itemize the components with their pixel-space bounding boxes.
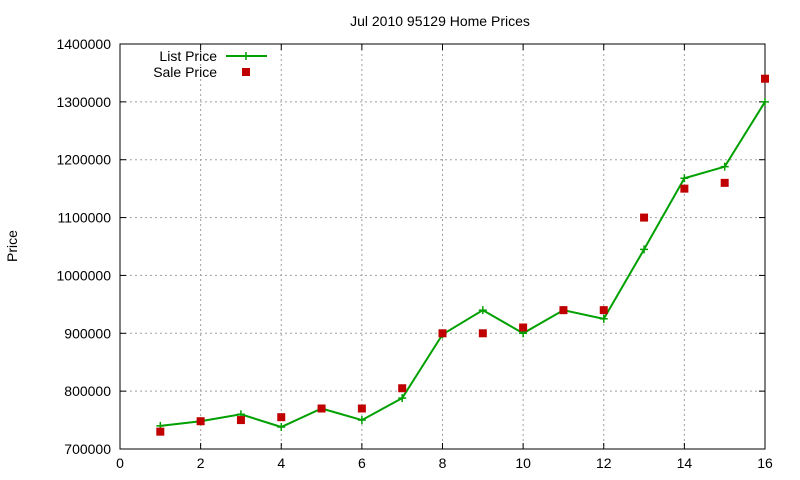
sale-price-point — [357, 404, 366, 413]
plot-series — [156, 74, 769, 436]
list-price-point — [599, 314, 608, 323]
sale-price-point — [398, 384, 407, 393]
x-tick-label: 8 — [439, 455, 447, 471]
y-tick-label: 1100000 — [58, 210, 112, 226]
sale-price-point — [720, 178, 729, 187]
x-tick-label: 12 — [596, 455, 612, 471]
sale-price-point — [196, 417, 205, 426]
list-price-line — [160, 101, 766, 429]
sale-price-point — [519, 323, 528, 332]
axes: 0 2 4 6 8 10 12 14 16 700000 800000 900000 1000000 11… — [56, 36, 773, 471]
list-price-point — [398, 394, 407, 403]
sale-price-point — [599, 306, 608, 315]
x-tick-label: 10 — [515, 455, 531, 471]
list-price-point — [720, 162, 729, 171]
sale-price-point — [640, 213, 649, 222]
list-price-point — [478, 306, 487, 315]
list-price-point — [277, 423, 286, 432]
sale-price-point — [156, 427, 165, 436]
x-tick-label: 16 — [757, 455, 773, 471]
list-price-point — [640, 245, 649, 254]
legend-square-swatch — [242, 68, 250, 76]
sale-price-point — [761, 74, 769, 83]
sale-price-point — [317, 404, 326, 413]
x-tick-label: 14 — [677, 455, 693, 471]
y-tick-label: 1400000 — [56, 36, 111, 52]
list-price-point — [680, 174, 689, 183]
x-tick-label: 0 — [116, 455, 124, 471]
legend-label: List Price — [159, 48, 217, 64]
y-tick-label: 1200000 — [56, 152, 111, 168]
sale-price-point — [559, 306, 568, 315]
x-tick-label: 4 — [277, 455, 285, 471]
y-tick-label: 800000 — [64, 383, 111, 399]
x-tick-label: 2 — [197, 455, 205, 471]
y-axis-label: Price — [4, 230, 20, 262]
grid-lines — [120, 44, 765, 449]
y-tick-label: 1300000 — [56, 94, 111, 110]
sale-price-point — [236, 416, 245, 425]
sale-price-point — [277, 413, 286, 422]
chart-title: Jul 2010 95129 Home Prices — [350, 13, 530, 29]
sale-price-point — [438, 329, 447, 338]
sale-price-point — [478, 329, 487, 338]
legend-plus-swatch — [242, 52, 250, 60]
sale-price-point — [680, 184, 689, 193]
list-price-point — [761, 97, 769, 106]
legend-label: Sale Price — [153, 64, 217, 80]
x-tick-label: 6 — [358, 455, 366, 471]
y-tick-label: 1000000 — [56, 267, 111, 283]
list-price-point — [357, 416, 366, 425]
y-tick-label: 900000 — [64, 325, 111, 341]
y-tick-label: 700000 — [64, 441, 111, 457]
